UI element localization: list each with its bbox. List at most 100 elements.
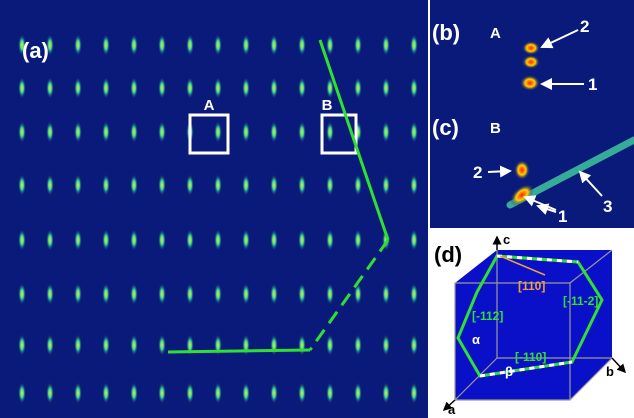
diffraction-spot <box>326 283 334 305</box>
diffraction-spot <box>102 121 110 143</box>
diffraction-spot <box>46 174 54 196</box>
peak <box>514 160 530 180</box>
axis-label: a <box>448 402 456 417</box>
diffraction-spot <box>214 121 222 143</box>
diffraction-spot <box>130 334 138 356</box>
diffraction-spot <box>242 174 250 196</box>
diffraction-spot <box>270 174 278 196</box>
diffraction-spot <box>158 283 166 305</box>
panel-title: B <box>490 120 501 137</box>
diffraction-spot <box>298 334 306 356</box>
diffraction-spot <box>18 382 26 404</box>
diffraction-spot <box>354 34 362 56</box>
diffraction-spot <box>74 334 82 356</box>
diffraction-spot <box>158 121 166 143</box>
peak-label: 2 <box>580 17 589 36</box>
diffraction-spot <box>382 283 390 305</box>
diffraction-spot <box>214 174 222 196</box>
diffraction-spot <box>158 77 166 99</box>
diffraction-spot <box>326 229 334 251</box>
diffraction-spot <box>298 121 306 143</box>
diffraction-spot <box>74 283 82 305</box>
diffraction-spot <box>326 334 334 356</box>
diffraction-spot <box>382 34 390 56</box>
diffraction-spot <box>298 77 306 99</box>
direction-label: [-110] <box>515 350 546 364</box>
diffraction-spot <box>130 283 138 305</box>
diffraction-spot <box>410 77 418 99</box>
path-line <box>168 350 310 352</box>
diffraction-spot <box>130 174 138 196</box>
direction-label: [110] <box>518 279 545 293</box>
diffraction-spot <box>18 283 26 305</box>
diffraction-spot <box>46 229 54 251</box>
diffraction-spot <box>102 283 110 305</box>
page: (a) A B (b) A 2 1 (c) B 2 1 3 (d) [110] … <box>0 0 634 418</box>
diffraction-spot <box>102 77 110 99</box>
diffraction-spot <box>298 382 306 404</box>
diffraction-spot <box>130 77 138 99</box>
panel-label: (a) <box>22 38 49 63</box>
diffraction-spot <box>18 121 26 143</box>
diffraction-spot <box>214 34 222 56</box>
peak-label: 3 <box>603 197 612 216</box>
diffraction-spot <box>102 229 110 251</box>
diffraction-spot <box>214 283 222 305</box>
diffraction-spot <box>298 174 306 196</box>
diffraction-spot <box>186 283 194 305</box>
diffraction-spot <box>382 382 390 404</box>
diffraction-spot <box>410 334 418 356</box>
diffraction-spot <box>242 34 250 56</box>
diffraction-spot <box>158 334 166 356</box>
axis-label: b <box>606 364 614 379</box>
diffraction-spot <box>298 283 306 305</box>
diffraction-spot <box>18 229 26 251</box>
diffraction-spot <box>410 283 418 305</box>
diffraction-spot <box>270 34 278 56</box>
diffraction-spot <box>326 174 334 196</box>
diffraction-spot <box>354 382 362 404</box>
diffraction-spot <box>214 77 222 99</box>
diffraction-spot <box>18 77 26 99</box>
diffraction-spot <box>130 34 138 56</box>
diffraction-spot <box>102 174 110 196</box>
angle-label: β <box>505 364 513 379</box>
panel-label: (b) <box>432 20 460 45</box>
peak-label: 2 <box>473 163 482 182</box>
arrow <box>488 171 510 172</box>
diffraction-spot <box>298 34 306 56</box>
diffraction-spot <box>410 34 418 56</box>
panel-label: (c) <box>432 115 459 140</box>
diffraction-spot <box>326 121 334 143</box>
diffraction-spot <box>242 334 250 356</box>
peak <box>522 55 540 69</box>
diffraction-spot <box>46 334 54 356</box>
diffraction-spot <box>326 382 334 404</box>
diffraction-spot <box>410 382 418 404</box>
diffraction-spot <box>158 382 166 404</box>
box-label: A <box>204 97 215 114</box>
diffraction-spot <box>298 229 306 251</box>
diffraction-spot <box>46 77 54 99</box>
diffraction-spot <box>382 121 390 143</box>
diffraction-spot <box>46 382 54 404</box>
diffraction-spot <box>186 382 194 404</box>
diffraction-spot <box>242 229 250 251</box>
figure: (a) A B (b) A 2 1 (c) B 2 1 3 (d) [110] … <box>0 0 634 418</box>
diffraction-spot <box>130 382 138 404</box>
diffraction-spot <box>354 174 362 196</box>
diffraction-spot <box>74 77 82 99</box>
diffraction-spot <box>382 77 390 99</box>
diffraction-spot <box>186 174 194 196</box>
diffraction-spot <box>46 121 54 143</box>
diffraction-spot <box>410 121 418 143</box>
direction-label: [-112] <box>472 309 503 323</box>
diffraction-spot <box>186 34 194 56</box>
diffraction-spot <box>382 334 390 356</box>
axis-label: c <box>503 232 510 247</box>
diffraction-spot <box>270 283 278 305</box>
angle-label: α <box>472 332 480 347</box>
diffraction-spot <box>242 283 250 305</box>
diffraction-spot <box>102 34 110 56</box>
peak <box>520 75 540 91</box>
